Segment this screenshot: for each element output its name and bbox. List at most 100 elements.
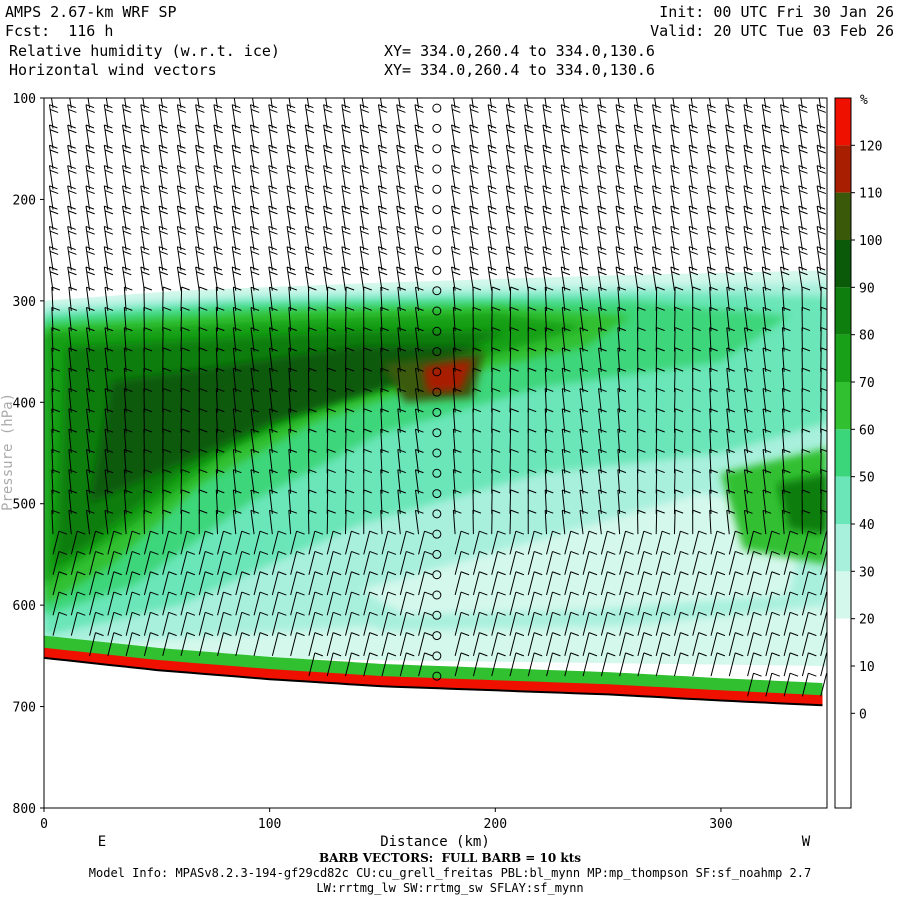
wind-barb-flag bbox=[579, 347, 589, 352]
calm-circle bbox=[432, 265, 442, 275]
wind-barb-shaft bbox=[637, 571, 645, 596]
wind-barb-flag bbox=[598, 327, 607, 332]
wind-barb-shaft bbox=[781, 347, 785, 372]
wind-barb-flag bbox=[634, 129, 644, 134]
wind-barb-flag bbox=[406, 652, 415, 657]
wind-barb-shaft bbox=[491, 632, 499, 656]
wind-barb-flag bbox=[162, 448, 172, 453]
wind-barb-shaft bbox=[469, 246, 474, 271]
wind-barb-shaft bbox=[213, 185, 219, 210]
wind-barb-flag bbox=[288, 489, 297, 494]
wind-barb-flag bbox=[415, 286, 424, 291]
wind-barb-flag bbox=[104, 210, 114, 215]
wind-barb-flag bbox=[51, 387, 61, 392]
colorbar-swatch bbox=[835, 192, 851, 240]
wind-barb-shaft bbox=[414, 145, 420, 170]
wind-barb-flag bbox=[162, 408, 172, 413]
wind-barb-flag bbox=[214, 210, 223, 215]
wind-barb-flag bbox=[817, 108, 826, 113]
wind-barb-flag bbox=[707, 266, 716, 271]
wind-barb-shaft bbox=[820, 368, 822, 393]
wind-barb-flag bbox=[269, 509, 278, 514]
wind-barb-flag bbox=[472, 408, 482, 413]
wind-barb-shaft bbox=[176, 104, 182, 129]
wind-barb-flag bbox=[269, 306, 278, 311]
wind-barb-flag bbox=[545, 509, 554, 514]
wind-barb-flag bbox=[680, 611, 689, 616]
wind-barb-flag bbox=[233, 408, 242, 413]
wind-barb-shaft bbox=[619, 571, 627, 596]
wind-barb-shaft bbox=[509, 652, 517, 677]
wind-barb-flag bbox=[726, 408, 735, 413]
wind-barb-flag bbox=[181, 306, 190, 311]
wind-barb-flag bbox=[345, 367, 355, 372]
wind-barb-shaft bbox=[743, 307, 749, 332]
wind-barb-shaft bbox=[816, 246, 822, 271]
wind-barb-flag bbox=[781, 271, 790, 276]
wind-barb-flag bbox=[708, 89, 716, 92]
wind-barb-shaft bbox=[709, 307, 712, 332]
wind-barb-flag bbox=[726, 367, 735, 372]
wind-barb-flag bbox=[780, 165, 789, 170]
wind-barb-flag bbox=[598, 84, 606, 87]
wind-barb-flag bbox=[789, 652, 799, 657]
wind-barb-flag bbox=[143, 367, 153, 372]
wind-barb-flag bbox=[744, 169, 753, 174]
wind-barb-flag bbox=[561, 149, 571, 154]
wind-barb-flag bbox=[653, 89, 661, 92]
wind-barb-flag bbox=[625, 530, 634, 535]
wind-barb-shaft bbox=[377, 165, 383, 190]
wind-barb-shaft bbox=[578, 185, 584, 210]
wind-barb-flag bbox=[345, 306, 355, 311]
wind-barb-shaft bbox=[491, 368, 493, 393]
x-axis-label: Distance (km) bbox=[380, 834, 490, 850]
wind-barb-flag bbox=[67, 185, 76, 190]
wind-barb-flag bbox=[826, 591, 827, 593]
wind-barb-shaft bbox=[762, 388, 767, 413]
wind-barb-flag bbox=[214, 108, 223, 113]
wind-barb-shaft bbox=[709, 489, 712, 514]
wind-barb-shaft bbox=[726, 510, 730, 535]
wind-barb-shaft bbox=[51, 408, 54, 433]
wind-barb-flag bbox=[617, 489, 627, 494]
wind-barb-shaft bbox=[579, 408, 584, 433]
wind-barb-flag bbox=[452, 89, 460, 92]
wind-barb-shaft bbox=[710, 551, 718, 575]
wind-barb-shaft bbox=[542, 145, 548, 170]
wind-barb-shaft bbox=[290, 632, 298, 656]
wind-barb-shaft bbox=[215, 510, 219, 535]
wind-barb-flag bbox=[808, 571, 817, 576]
wind-barb-flag bbox=[196, 250, 205, 255]
wind-barb-shaft bbox=[743, 327, 749, 352]
wind-barb-shaft bbox=[359, 104, 365, 129]
wind-barb-flag bbox=[821, 347, 827, 351]
wind-barb-shaft bbox=[381, 551, 389, 575]
wind-barb-flag bbox=[652, 266, 661, 271]
wind-barb-flag bbox=[744, 347, 753, 352]
wind-barb-shaft bbox=[820, 489, 822, 514]
wind-barb-flag bbox=[634, 185, 643, 190]
wind-barb-shaft bbox=[564, 531, 572, 555]
wind-barb-shaft bbox=[452, 327, 456, 352]
wind-barb-flag bbox=[269, 210, 278, 215]
wind-barb-shaft bbox=[198, 612, 206, 636]
wind-barb-shaft bbox=[747, 531, 754, 555]
wind-barb-shaft bbox=[414, 489, 420, 514]
wind-barb-shaft bbox=[780, 104, 785, 129]
wind-barb-shaft bbox=[801, 531, 809, 555]
wind-barb-shaft bbox=[68, 307, 72, 332]
wind-barb-shaft bbox=[451, 266, 456, 291]
wind-barb-flag bbox=[369, 571, 378, 576]
wind-barb-shaft bbox=[231, 145, 237, 170]
wind-barb-shaft bbox=[578, 104, 584, 129]
wind-barb-flag bbox=[296, 530, 305, 535]
wind-barb-flag bbox=[380, 509, 389, 514]
wind-barb-flag bbox=[552, 550, 561, 555]
wind-barb-flag bbox=[543, 169, 552, 174]
wind-barb-shaft bbox=[231, 206, 237, 230]
wind-barb-shaft bbox=[48, 104, 54, 129]
wind-barb-shaft bbox=[527, 612, 535, 636]
wind-barb-flag bbox=[709, 509, 718, 514]
wind-barb-shaft bbox=[617, 307, 621, 332]
wind-barb-flag bbox=[351, 571, 360, 576]
